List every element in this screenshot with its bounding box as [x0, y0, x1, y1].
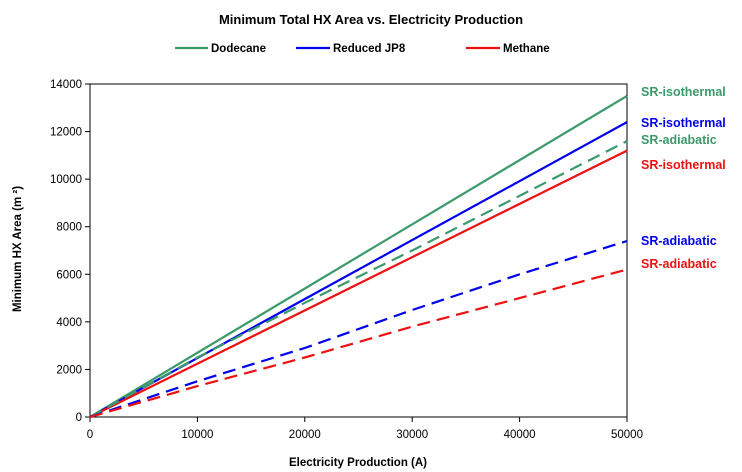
y-tick-label: 10000 — [50, 174, 82, 186]
legend-label: Methane — [503, 43, 550, 55]
series-line-methane-sr-adiabatic — [89, 268, 628, 419]
y-tick-label: 12000 — [50, 127, 82, 139]
x-tick-label: 20000 — [289, 429, 321, 441]
chart-title: Minimum Total HX Area vs. Electricity Pr… — [219, 12, 523, 27]
plot-frame — [89, 83, 628, 418]
legend-label: Dodecane — [211, 43, 266, 55]
series-annotation: SR-adiabatic — [641, 133, 717, 147]
series-annotation: SR-isothermal — [641, 116, 726, 130]
x-tick-label: 0 — [87, 429, 93, 441]
y-tick-label: 14000 — [50, 79, 82, 91]
series-annotation: SR-isothermal — [641, 85, 726, 99]
y-tick-label: 8000 — [56, 222, 82, 234]
y-tick-label: 2000 — [56, 364, 82, 376]
legend-label: Reduced JP8 — [333, 43, 406, 55]
series-annotation: SR-adiabatic — [641, 257, 717, 271]
y-tick-label: 4000 — [56, 317, 82, 329]
y-axis-title: Minimum HX Area (m ²) — [12, 186, 24, 312]
x-tick-label: 30000 — [396, 429, 428, 441]
y-tick-label: 6000 — [56, 269, 82, 281]
x-tick-label: 40000 — [504, 429, 536, 441]
series-annotation: SR-adiabatic — [641, 234, 717, 248]
x-tick-label: 50000 — [611, 429, 643, 441]
x-tick-label: 10000 — [181, 429, 213, 441]
y-tick-label: 0 — [76, 412, 82, 424]
series-annotation: SR-isothermal — [641, 158, 726, 172]
series-line-methane-sr-isothermal — [89, 149, 628, 418]
plot-area: 0 2000 4000 6000 8000 10000 12000 14000 0 10000 20… — [50, 79, 726, 441]
legend: Dodecane Reduced JP8 Methane — [175, 43, 550, 55]
series-line-dodecane-sr-adiabatic — [89, 140, 628, 418]
x-axis-title: Electricity Production (A) — [289, 457, 427, 469]
series-line-reduced-jp8-sr-adiabatic — [89, 239, 628, 419]
series-line-dodecane-sr-isothermal — [89, 94, 628, 418]
